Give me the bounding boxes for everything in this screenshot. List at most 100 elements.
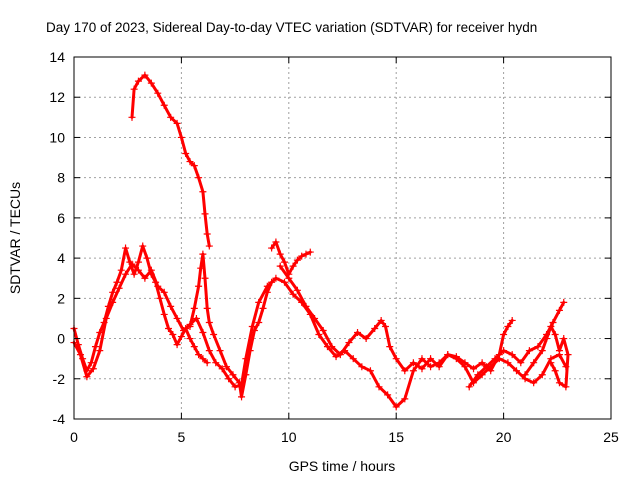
data-point [238, 393, 246, 401]
data-point [223, 363, 231, 371]
series-track-e [268, 238, 314, 278]
y-tick-label: -2 [53, 371, 66, 387]
data-point [177, 133, 185, 141]
data-point [76, 351, 84, 359]
y-tick-label: 8 [57, 170, 65, 186]
x-axis-label: GPS time / hours [289, 458, 396, 474]
data-point [141, 274, 149, 282]
data-point [547, 359, 555, 367]
data-point [289, 290, 297, 298]
data-point [549, 318, 557, 326]
data-point [500, 347, 508, 355]
data-point [302, 302, 310, 310]
data-point [276, 250, 284, 258]
data-point [293, 286, 301, 294]
data-point [349, 355, 357, 363]
data-point [555, 379, 563, 387]
data-point [512, 367, 520, 375]
data-point [504, 322, 512, 330]
data-point [306, 248, 314, 256]
data-point [190, 343, 198, 351]
data-point [444, 351, 452, 359]
data-point [377, 316, 385, 324]
data-point [281, 278, 289, 286]
series-track-g [465, 298, 568, 391]
data-point [201, 210, 209, 218]
y-tick-label: 2 [57, 290, 65, 306]
data-point [470, 365, 478, 373]
data-point [478, 359, 486, 367]
data-point [401, 367, 409, 375]
data-point [109, 288, 117, 296]
data-point [289, 262, 297, 270]
data-point [543, 335, 551, 343]
y-tick-label: 4 [57, 250, 65, 266]
series-line [130, 73, 211, 248]
data-point [186, 322, 194, 330]
data-point [218, 365, 226, 373]
data-point [190, 304, 198, 312]
data-point [409, 359, 417, 367]
y-tick-label: 14 [49, 49, 65, 65]
series-line [72, 244, 209, 373]
data-point [154, 89, 162, 97]
grid [74, 57, 611, 419]
data-point [371, 325, 379, 332]
data-point [203, 359, 211, 367]
data-point [336, 351, 344, 359]
data-point [345, 339, 353, 347]
data-point [109, 298, 117, 306]
data-point [173, 341, 181, 349]
data-point [293, 256, 301, 264]
data-point [180, 327, 188, 335]
data-point [562, 383, 570, 391]
data-point [201, 274, 209, 282]
data-point [128, 113, 136, 121]
data-point [259, 304, 267, 312]
data-point [182, 150, 190, 158]
x-tick-label: 5 [178, 429, 186, 445]
data-point [521, 371, 529, 379]
chart-title: Day 170 of 2023, Sidereal Day-to-day VTE… [46, 20, 537, 35]
data-point [134, 77, 142, 85]
data-point [530, 379, 538, 387]
data-point [315, 331, 323, 339]
data-point [263, 288, 271, 296]
data-point [255, 298, 263, 306]
data-point [156, 294, 164, 302]
data-point [199, 355, 207, 363]
data-point [190, 162, 198, 170]
x-tick-label: 20 [496, 429, 512, 445]
data-point [115, 284, 123, 292]
data-point [427, 355, 435, 363]
series-layer [70, 71, 572, 411]
data-point [311, 314, 319, 322]
data-point [401, 395, 409, 403]
y-tick-label: 12 [49, 89, 65, 105]
data-point [199, 188, 207, 196]
data-point [452, 353, 460, 361]
data-point [212, 359, 220, 367]
data-point [392, 355, 400, 363]
data-point [319, 327, 327, 335]
data-point [386, 343, 394, 351]
data-point [130, 85, 138, 93]
series-line [72, 262, 568, 409]
data-point [225, 375, 233, 383]
data-point [102, 314, 110, 322]
y-axis-label: SDTVAR / TECUs [7, 182, 23, 294]
data-point [302, 250, 310, 258]
data-point [366, 367, 374, 375]
data-point [555, 347, 563, 355]
data-point [199, 250, 207, 258]
data-point [160, 101, 168, 109]
series-track-c [128, 71, 213, 250]
data-point [134, 266, 142, 274]
data-point [525, 347, 533, 355]
data-point [358, 363, 366, 371]
data-point [235, 379, 243, 387]
data-point [461, 359, 469, 367]
data-point [89, 365, 97, 373]
data-point [375, 383, 383, 391]
y-tick-label: 10 [49, 129, 65, 145]
